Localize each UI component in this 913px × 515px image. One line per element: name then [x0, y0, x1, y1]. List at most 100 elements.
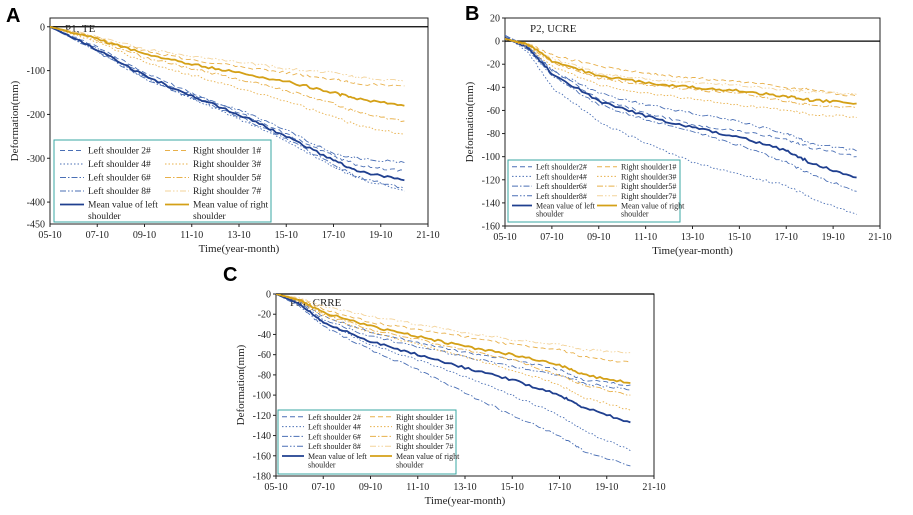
- series-line: [50, 26, 405, 83]
- y-axis-label: Deformation(mm): [9, 80, 21, 161]
- legend-label: Mean value of left shoulder: [308, 452, 368, 469]
- series-line: [50, 25, 405, 182]
- legend-label: Right shoulder 7#: [193, 187, 261, 197]
- x-tick-label: 09-10: [133, 230, 156, 241]
- legend-label: Mean value of right shoulder: [621, 202, 685, 219]
- legend-label: Left shoulder 2#: [88, 146, 151, 157]
- legend-label: Left shoulder 8#: [308, 442, 361, 451]
- x-tick-label: 15-10: [275, 230, 298, 241]
- x-tick-label: 17-10: [322, 230, 345, 241]
- y-tick-label: 0: [40, 22, 45, 33]
- legend-label: Left shoulder 6#: [88, 173, 151, 184]
- y-tick-label: -160: [253, 451, 271, 462]
- x-tick-label: 17-10: [775, 232, 798, 243]
- series-line: [50, 26, 405, 189]
- legend-label: Left shoulder 6#: [308, 432, 361, 441]
- x-axis-label: Time(year-month): [199, 243, 280, 255]
- y-tick-label: -80: [487, 129, 500, 140]
- series-line: [505, 34, 857, 158]
- legend-box: [277, 409, 457, 475]
- x-tick-label: 13-10: [681, 232, 704, 243]
- y-tick-label: -100: [482, 152, 500, 163]
- y-tick-label: -160: [482, 222, 500, 233]
- legend-label: Left shoulder 4#: [88, 159, 151, 170]
- y-tick-label: 20: [490, 14, 500, 25]
- x-tick-label: 21-10: [642, 482, 665, 493]
- legend-label: Left shoulder2#: [536, 163, 587, 172]
- x-axis-label: Time(year-month): [652, 245, 733, 257]
- series-line: [50, 26, 405, 135]
- series-line: [50, 26, 405, 172]
- x-axis-label: Time(year-month): [425, 495, 506, 507]
- x-tick-label: 05-10: [38, 230, 61, 241]
- y-axis-label: Deformation(mm): [235, 344, 247, 425]
- x-tick-label: 15-10: [501, 482, 524, 493]
- y-tick-label: -140: [253, 431, 271, 442]
- x-tick-label: 05-10: [493, 232, 516, 243]
- legend-label: Left shoulder 2#: [308, 413, 361, 422]
- panel-letter: C: [223, 264, 237, 286]
- y-tick-label: -40: [487, 83, 500, 94]
- legend-label: Right shoulder3#: [621, 172, 676, 181]
- x-tick-label: 13-10: [227, 230, 250, 241]
- y-tick-label: -300: [27, 154, 45, 165]
- series-line: [276, 294, 631, 452]
- series-line: [276, 294, 631, 364]
- x-tick-label: 07-10: [86, 230, 109, 241]
- legend-label: Right shoulder5#: [621, 182, 676, 191]
- series-line: [505, 34, 857, 215]
- y-tick-label: -100: [253, 391, 271, 402]
- chart-title: P1, TE: [65, 23, 96, 35]
- x-tick-label: 13-10: [453, 482, 476, 493]
- y-tick-label: -120: [482, 175, 500, 186]
- legend-label: Left shoulder6#: [536, 182, 587, 191]
- x-tick-label: 09-10: [587, 232, 610, 243]
- series-line: [50, 26, 405, 164]
- legend-label: Right shoulder 7#: [396, 442, 453, 451]
- y-tick-label: -60: [258, 350, 271, 361]
- x-tick-label: 09-10: [359, 482, 382, 493]
- series-line: [50, 25, 405, 107]
- legend-label: Right shoulder 5#: [193, 174, 261, 184]
- y-tick-label: -60: [487, 106, 500, 117]
- legend-label: Right shoulder7#: [621, 192, 676, 201]
- series-line: [276, 294, 631, 396]
- x-tick-label: 21-10: [868, 232, 891, 243]
- y-tick-label: -180: [253, 472, 271, 483]
- legend-label: Right shoulder 3#: [193, 160, 261, 170]
- x-tick-label: 11-10: [406, 482, 429, 493]
- legend-label: Right shoulder 3#: [396, 423, 453, 432]
- x-tick-label: 11-10: [180, 230, 203, 241]
- legend-label: Right shoulder 5#: [396, 432, 453, 441]
- x-tick-label: 17-10: [548, 482, 571, 493]
- y-tick-label: -80: [258, 370, 271, 381]
- legend-label: Right shoulder 1#: [396, 413, 453, 422]
- series-line: [276, 294, 631, 411]
- chart-title: P2, UCRE: [530, 23, 577, 35]
- series-line: [505, 38, 857, 98]
- panel-letter: A: [6, 5, 20, 27]
- y-tick-label: -450: [27, 220, 45, 231]
- x-tick-label: 07-10: [312, 482, 335, 493]
- series-line: [276, 294, 631, 391]
- series-line: [276, 294, 631, 387]
- x-tick-label: 19-10: [821, 232, 844, 243]
- x-tick-label: 19-10: [595, 482, 618, 493]
- series-line: [276, 294, 631, 467]
- legend-label: Left shoulder 4#: [308, 423, 361, 432]
- legend-label: Left shoulder4#: [536, 172, 587, 181]
- x-tick-label: 19-10: [369, 230, 392, 241]
- y-tick-label: -120: [253, 411, 271, 422]
- x-tick-label: 21-10: [416, 230, 439, 241]
- series-line: [505, 34, 857, 192]
- legend-label: Mean value of right shoulder: [396, 452, 460, 469]
- legend-label: Mean value of left shoulder: [536, 202, 596, 219]
- legend-label: Right shoulder1#: [621, 163, 676, 172]
- y-axis-label: Deformation(mm): [464, 81, 476, 162]
- y-tick-label: -200: [27, 110, 45, 121]
- y-tick-label: -400: [27, 198, 45, 209]
